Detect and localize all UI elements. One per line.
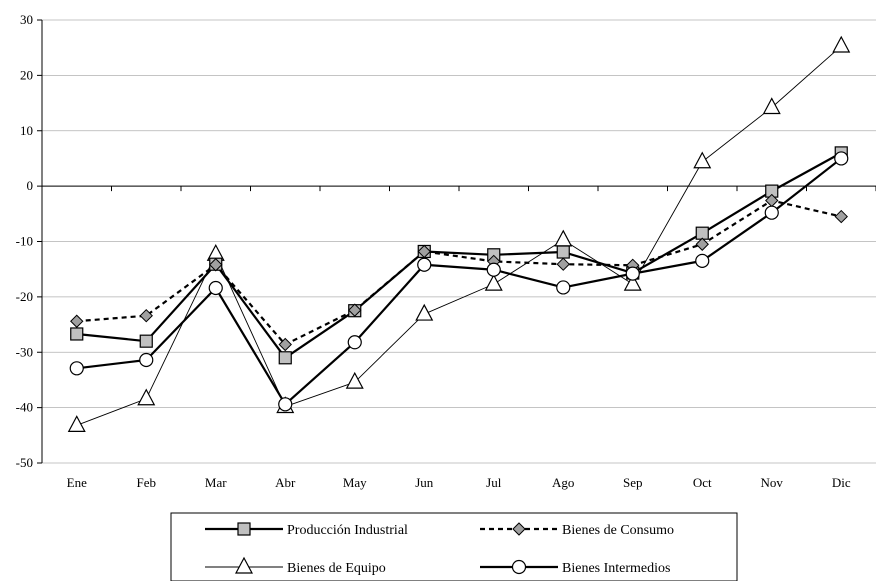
- grid-lines: [42, 19, 876, 464]
- data-point: [695, 237, 709, 251]
- legend-marker: [237, 522, 251, 536]
- x-tick-label: Nov: [761, 475, 784, 490]
- data-point: [554, 229, 573, 247]
- data-point: [832, 35, 851, 53]
- data-point: [415, 303, 434, 321]
- data-point: [625, 266, 640, 281]
- y-tick-label: 10: [20, 123, 33, 138]
- series-layer: [67, 35, 851, 432]
- series-line: [76, 151, 842, 359]
- data-point: [556, 280, 571, 295]
- y-tick-label: 30: [20, 12, 33, 27]
- series-diamond: [76, 199, 842, 346]
- x-tick-label: Dic: [832, 475, 851, 490]
- y-tick-label: -40: [16, 400, 33, 415]
- legend-item: Bienes Intermedios: [480, 559, 670, 576]
- data-point: [623, 273, 642, 291]
- data-point: [762, 97, 781, 115]
- data-point: [417, 257, 432, 272]
- series-markers-square: [70, 146, 848, 365]
- legend-item: Bienes de Equipo: [205, 556, 386, 576]
- y-tick-label: -50: [16, 455, 33, 470]
- series-line: [76, 157, 842, 406]
- series-circle: [76, 157, 842, 406]
- data-point: [70, 327, 84, 341]
- data-point: [484, 273, 503, 291]
- x-tick-labels: Ene Feb Mar Abr May Jun Jul Ago Sep Oct Nov Dic: [67, 475, 851, 490]
- y-tick-label: 0: [27, 178, 34, 193]
- data-point: [139, 352, 154, 368]
- data-point: [695, 253, 710, 268]
- data-point: [693, 151, 712, 169]
- data-point: [834, 209, 848, 224]
- data-point: [348, 303, 362, 317]
- x-tick-label: Jun: [415, 475, 434, 490]
- x-tick-label: Ene: [67, 475, 87, 490]
- legend-item: Bienes de Consumo: [480, 522, 674, 538]
- data-point: [70, 314, 84, 328]
- legend-label: Producción Industrial: [287, 523, 408, 538]
- y-tick-label: -30: [16, 344, 33, 359]
- legend-label: Bienes de Equipo: [287, 561, 386, 576]
- x-tick-label: Feb: [137, 475, 157, 490]
- y-tick-label: -10: [16, 234, 33, 249]
- data-point: [278, 337, 292, 352]
- data-point: [764, 205, 779, 220]
- data-point: [278, 351, 292, 365]
- data-point: [417, 244, 431, 259]
- series-square: [76, 151, 842, 359]
- data-point: [556, 245, 570, 259]
- x-tick-label: Ago: [552, 475, 574, 490]
- data-point: [834, 151, 849, 166]
- series-line: [76, 199, 842, 346]
- data-point: [695, 226, 709, 240]
- data-point: [347, 335, 362, 350]
- series-markers-diamond: [70, 193, 848, 352]
- data-point: [137, 388, 156, 406]
- data-point: [139, 308, 153, 323]
- data-point: [208, 280, 223, 296]
- series-markers-triangle: [67, 35, 851, 432]
- legend-marker: [511, 559, 527, 575]
- x-tick-label: Oct: [693, 475, 712, 490]
- x-tick-label: Jul: [486, 475, 502, 490]
- legend-marker: [512, 522, 526, 536]
- legend-box: [170, 512, 738, 581]
- x-tick-label: Abr: [275, 475, 296, 490]
- axes: [37, 19, 876, 464]
- x-tick-label: Mar: [205, 475, 227, 490]
- x-tick-label: Sep: [623, 475, 643, 490]
- series-triangle: [76, 45, 842, 426]
- series-markers-circle: [69, 151, 849, 412]
- y-tick-labels: 30 20 10 0 -10 -20 -30 -40 -50: [16, 12, 33, 470]
- legend-label: Bienes Intermedios: [562, 561, 670, 576]
- legend-label: Bienes de Consumo: [562, 523, 674, 538]
- legend: Producción Industrial Bienes de Consumo Bi…: [170, 512, 738, 581]
- series-line: [76, 45, 842, 426]
- legend-marker: [235, 556, 253, 574]
- data-point: [209, 258, 223, 272]
- legend-item: Producción Industrial: [205, 522, 408, 538]
- y-tick-label: 20: [20, 67, 33, 82]
- y-tick-label: -20: [16, 289, 33, 304]
- data-point: [345, 371, 364, 389]
- x-tick-label: May: [343, 475, 367, 490]
- data-point: [278, 397, 293, 412]
- data-point: [486, 262, 501, 277]
- data-point: [556, 257, 570, 271]
- data-point: [139, 334, 153, 348]
- data-point: [69, 361, 84, 376]
- data-point: [67, 415, 86, 432]
